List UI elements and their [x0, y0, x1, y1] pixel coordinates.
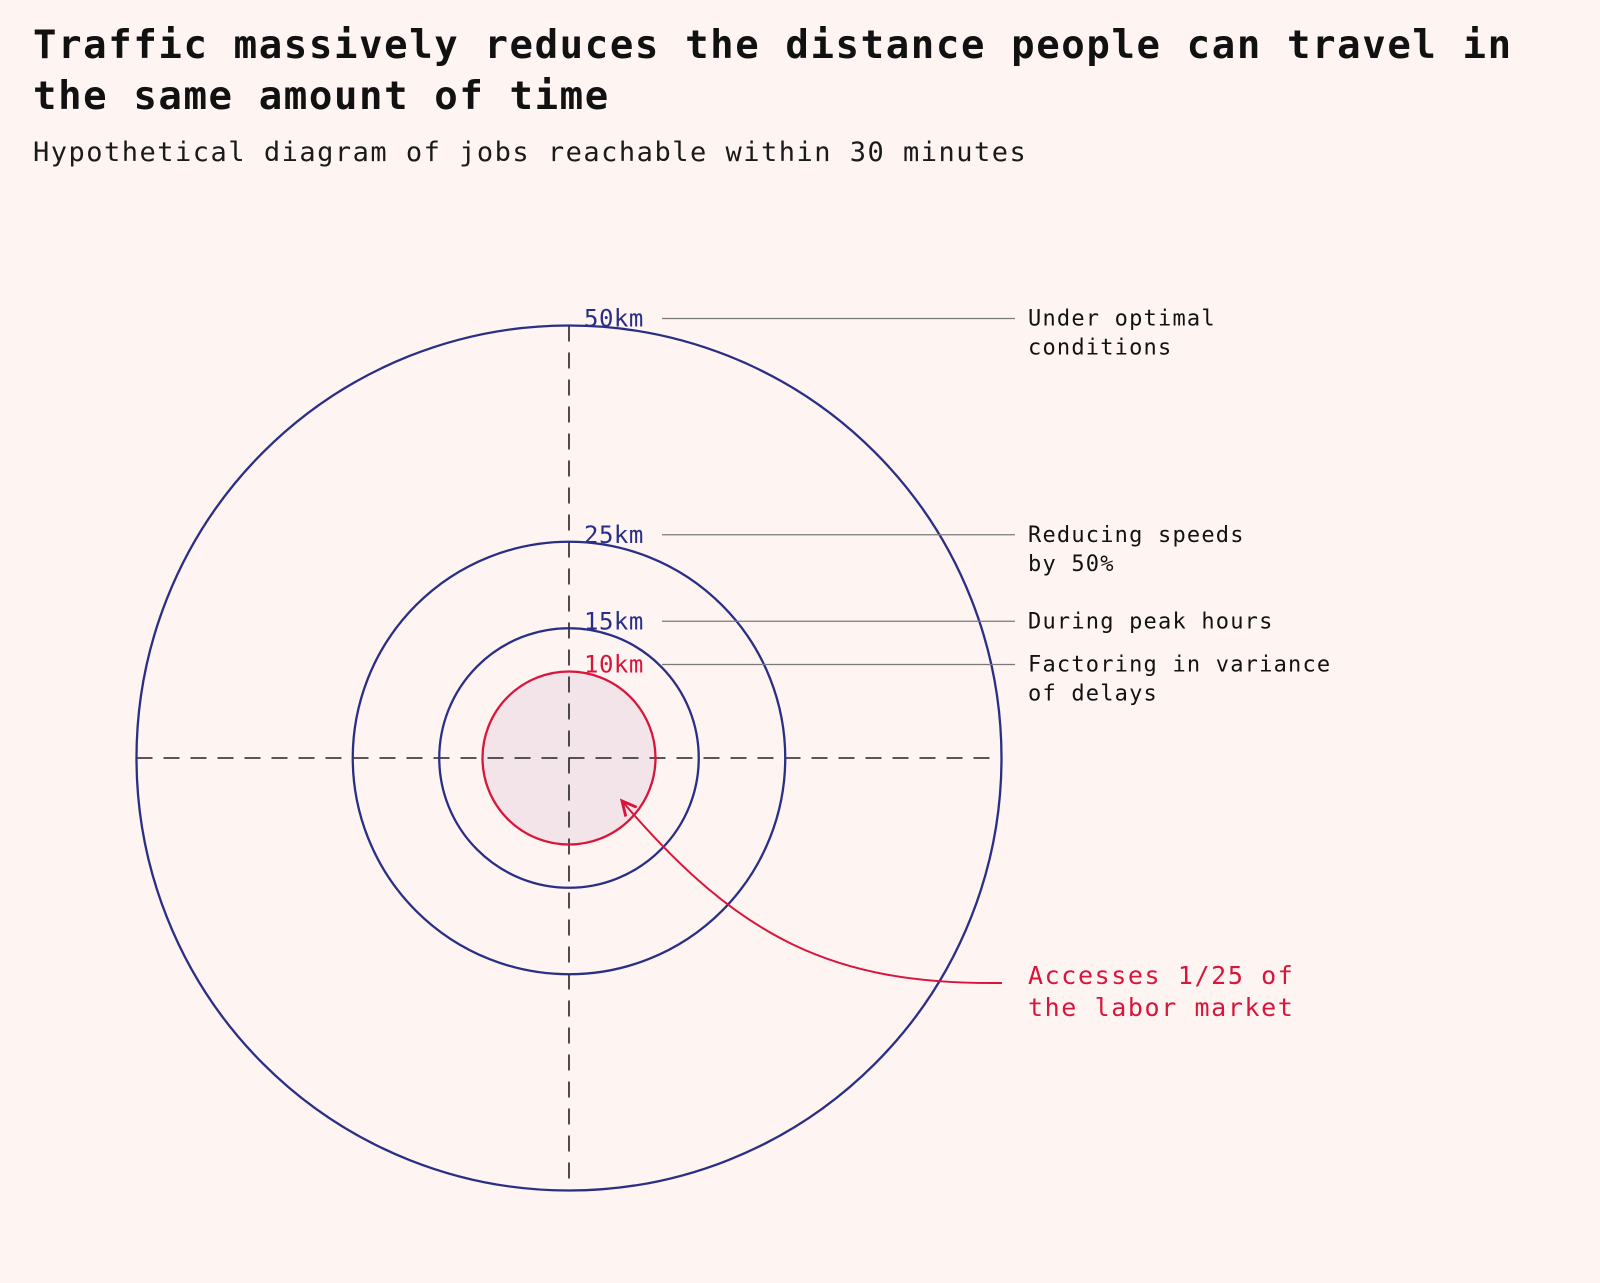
chart-title: Traffic massively reduces the distance p… — [33, 23, 1513, 119]
annotation-25km-line-1: Reducing speeds — [1028, 523, 1245, 548]
annotation-10km-line-1: Factoring in variance — [1028, 653, 1331, 678]
callout-text-line-2: the labor market — [1028, 993, 1294, 1022]
ring-50km — [135, 324, 1003, 1192]
ring-label-50km: 50km — [584, 305, 644, 333]
ring-10km — [481, 670, 657, 846]
callout-arrow — [622, 801, 1003, 985]
chart-subtitle: Hypothetical diagram of jobs reachable w… — [33, 137, 1028, 168]
ring-label-25km: 25km — [584, 521, 644, 549]
annotation-25km-line-2: by 50% — [1028, 552, 1115, 577]
ring-25km — [351, 540, 787, 976]
ring-label-15km: 15km — [584, 607, 644, 635]
ring-15km — [438, 627, 700, 889]
ring-label-10km: 10km — [584, 651, 644, 679]
annotation-50km-line-2: conditions — [1028, 336, 1172, 361]
callout-text-line-1: Accesses 1/25 of — [1028, 961, 1294, 990]
annotation-15km-line-1: During peak hours — [1028, 609, 1274, 634]
annotation-50km-line-1: Under optimal — [1028, 307, 1216, 332]
annotation-10km-line-2: of delays — [1028, 682, 1158, 707]
